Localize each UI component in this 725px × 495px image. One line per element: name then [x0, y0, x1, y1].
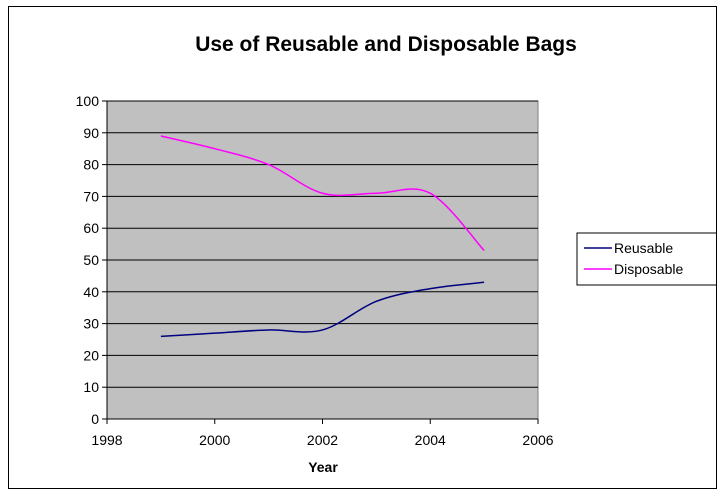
x-tick-label: 1998 [91, 432, 122, 448]
legend-label-reusable: Reusable [614, 240, 673, 256]
x-tick-label: 2000 [199, 432, 230, 448]
legend-label-disposable: Disposable [614, 261, 683, 277]
y-tick-label: 10 [83, 379, 99, 395]
y-axis-ticks: 0 10 20 30 40 50 60 70 80 90 100 [76, 93, 107, 427]
legend-items: Reusable Disposable [584, 240, 683, 277]
y-tick-label: 50 [83, 252, 99, 268]
legend: Reusable Disposable [576, 232, 716, 286]
chart-title: Use of Reusable and Disposable Bags [195, 33, 577, 56]
series-line-disposable [160, 135, 485, 251]
y-tick-label: 0 [91, 411, 99, 427]
x-axis-ticks: 1998 2000 2002 2004 2006 [91, 419, 554, 448]
chart-frame: Use of Reusable and Disposable Bags 0 10 2… [8, 6, 717, 489]
y-tick-label: 30 [83, 316, 99, 332]
y-tick-label: 60 [83, 220, 99, 236]
legend-box [576, 232, 716, 286]
x-tick-label: 2006 [522, 432, 553, 448]
chart-svg: Use of Reusable and Disposable Bags 0 10 2… [76, 33, 716, 475]
x-tick-label: 2002 [307, 432, 338, 448]
y-tick-label: 90 [83, 125, 99, 141]
y-tick-label: 100 [76, 93, 100, 109]
y-tick-label: 80 [83, 157, 99, 173]
y-tick-label: 40 [83, 284, 99, 300]
x-tick-label: 2004 [415, 432, 446, 448]
y-tick-label: 20 [83, 347, 99, 363]
y-tick-label: 70 [83, 188, 99, 204]
x-axis-title: Year [308, 459, 338, 475]
series-line-reusable [160, 281, 485, 338]
series-lines [160, 135, 485, 338]
